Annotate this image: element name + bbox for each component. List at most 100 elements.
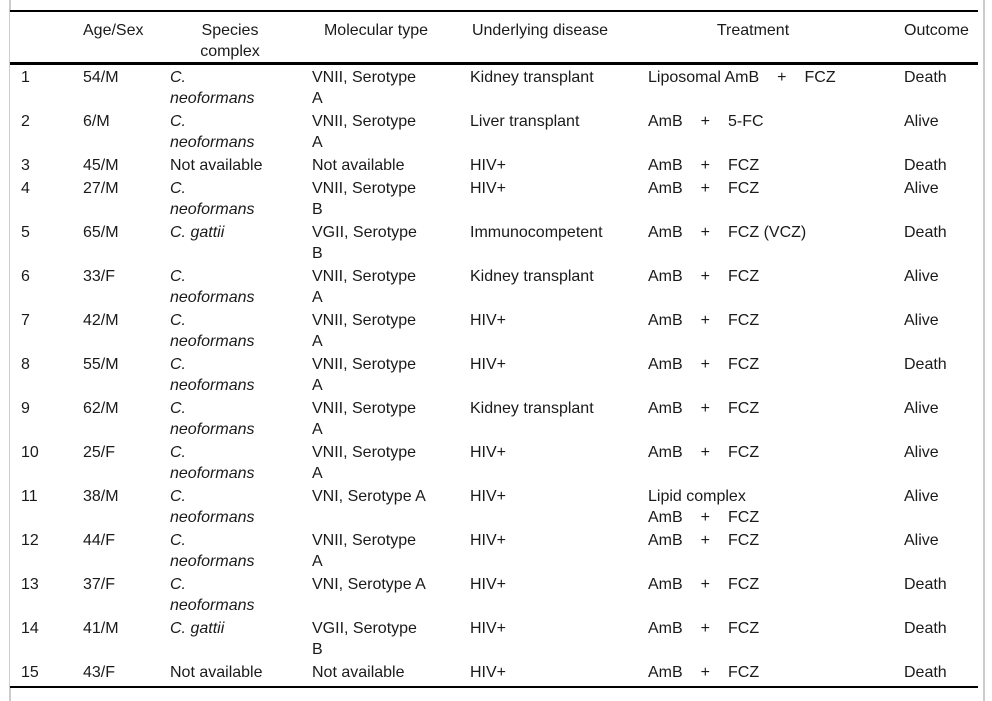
cell-case-number: 2	[21, 113, 30, 130]
cell-line: neoformans	[170, 597, 255, 614]
cell-line: C.	[170, 180, 186, 197]
cell-outcome: Alive	[904, 400, 939, 417]
cell-treatment: AmB + FCZ (VCZ)	[648, 220, 904, 264]
cell-treatment: Lipid complex AmB + FCZ	[648, 484, 904, 528]
cell-line: B	[312, 245, 323, 262]
cell-line: C.	[170, 488, 186, 505]
cell-line: neoformans	[170, 465, 255, 482]
cell-line: C.	[170, 400, 186, 417]
cell-treatment: AmB + FCZ	[648, 153, 904, 176]
cell-outcome: Alive	[904, 532, 939, 549]
cell-treatment: AmB + FCZ	[648, 396, 904, 440]
treatment-drug: FCZ	[728, 444, 760, 461]
treatment-line: Lipid complex	[648, 486, 904, 507]
cell-outcome: Death	[904, 157, 947, 174]
treatment-drug: FCZ	[728, 620, 760, 637]
treatment-line: AmB + FCZ	[648, 354, 904, 375]
cell-underlying-disease: HIV+	[470, 664, 507, 681]
page-frame-right-line	[983, 0, 985, 701]
cell-case-number: 12	[21, 532, 39, 549]
cell-treatment: AmB + FCZ	[648, 352, 904, 396]
cell-line: A	[312, 134, 323, 151]
cell-treatment: AmB + FCZ	[648, 308, 904, 352]
cell-treatment: AmB + FCZ	[648, 440, 904, 484]
cell-treatment: AmB + FCZ	[648, 528, 904, 572]
treatment-line: AmB + FCZ	[648, 178, 904, 199]
cell-molecular-type: VNII, Serotype B	[312, 176, 470, 220]
cell-line: C. gattii	[170, 620, 225, 637]
cell-line: C.	[170, 444, 186, 461]
cell-underlying-disease: HIV+	[470, 157, 507, 174]
cell-line: neoformans	[170, 421, 255, 438]
cell-species-complex: C. neoformans	[170, 484, 312, 528]
cell-species-complex: C. gattii	[170, 220, 312, 264]
cell-underlying-disease: HIV+	[470, 488, 507, 505]
cell-molecular-type: VNII, Serotype A	[312, 308, 470, 352]
cell-line: C.	[170, 576, 186, 593]
cell-age-sex: 25/F	[83, 444, 116, 461]
cell-line: VNI, Serotype A	[312, 576, 426, 593]
cell-underlying-disease: Immunocompetent	[470, 224, 603, 241]
table-row: 10 25/F C. neoformans VNII, Serotype A HIV…	[10, 440, 978, 484]
cell-molecular-type: VNII, Serotype A	[312, 396, 470, 440]
cell-line: neoformans	[170, 333, 255, 350]
treatment-line: AmB + FCZ	[648, 398, 904, 419]
table-row: 11 38/M C. neoformans VNI, Serotype A HIV…	[10, 484, 978, 528]
treatment-drug: Lipid complex	[648, 488, 746, 505]
cell-age-sex: 37/F	[83, 576, 116, 593]
header-treatment: Treatment	[716, 22, 790, 39]
treatment-drug: FCZ (VCZ)	[728, 224, 807, 241]
cell-line: C.	[170, 312, 186, 329]
cell-line: neoformans	[170, 289, 255, 306]
treatment-drug: AmB	[648, 532, 683, 549]
cell-line: VNII, Serotype	[312, 180, 417, 197]
cell-line: A	[312, 421, 323, 438]
cell-case-number: 13	[21, 576, 39, 593]
table-row: 1 54/M C. neoformans VNII, Serotype A Kidn…	[10, 65, 978, 109]
cell-molecular-type: VNII, Serotype A	[312, 264, 470, 308]
cell-case-number: 1	[21, 69, 30, 86]
treatment-drug: FCZ	[728, 356, 760, 373]
cell-molecular-type: VNII, Serotype A	[312, 440, 470, 484]
plus-sign: +	[700, 620, 711, 637]
cell-molecular-type: VNII, Serotype A	[312, 352, 470, 396]
cell-line: Not available	[170, 664, 263, 681]
cell-outcome: Alive	[904, 113, 939, 130]
treatment-drug: Liposomal AmB	[648, 69, 760, 86]
cell-line: neoformans	[170, 134, 255, 151]
cell-treatment: Liposomal AmB + FCZ	[648, 65, 904, 109]
treatment-drug: FCZ	[728, 576, 760, 593]
cell-species-complex: C. neoformans	[170, 176, 312, 220]
cell-molecular-type: VNII, Serotype A	[312, 528, 470, 572]
cell-underlying-disease: HIV+	[470, 620, 507, 637]
cell-species-complex: C. neoformans	[170, 440, 312, 484]
treatment-drug: AmB	[648, 224, 683, 241]
cell-age-sex: 65/M	[83, 224, 119, 241]
cell-line: Not available	[312, 157, 405, 174]
treatment-drug: AmB	[648, 509, 683, 526]
plus-sign: +	[700, 664, 711, 681]
cell-species-complex: C. neoformans	[170, 65, 312, 109]
treatment-drug: FCZ	[728, 312, 760, 329]
cell-line: C.	[170, 532, 186, 549]
cell-age-sex: 62/M	[83, 400, 119, 417]
treatment-drug: AmB	[648, 157, 683, 174]
cell-species-complex: Not available	[170, 153, 312, 176]
cell-case-number: 11	[21, 488, 38, 505]
table-row: 12 44/F C. neoformans VNII, Serotype A HIV…	[10, 528, 978, 572]
plus-sign: +	[777, 69, 787, 86]
treatment-line: Liposomal AmB + FCZ	[648, 67, 904, 88]
treatment-line: AmB + FCZ	[648, 530, 904, 551]
cell-molecular-type: VGII, Serotype B	[312, 616, 470, 660]
treatment-line: AmB + FCZ	[648, 662, 904, 683]
treatment-drug: FCZ	[728, 268, 760, 285]
cell-line: VNII, Serotype	[312, 532, 417, 549]
treatment-drug: AmB	[648, 312, 683, 329]
treatment-drug: FCZ	[728, 664, 760, 681]
cell-species-complex: C. neoformans	[170, 572, 312, 616]
cell-age-sex: 27/M	[83, 180, 119, 197]
plus-sign: +	[700, 509, 711, 526]
treatment-drug: FCZ	[728, 180, 760, 197]
cell-outcome: Alive	[904, 444, 939, 461]
treatment-line: AmB + FCZ	[648, 574, 904, 595]
